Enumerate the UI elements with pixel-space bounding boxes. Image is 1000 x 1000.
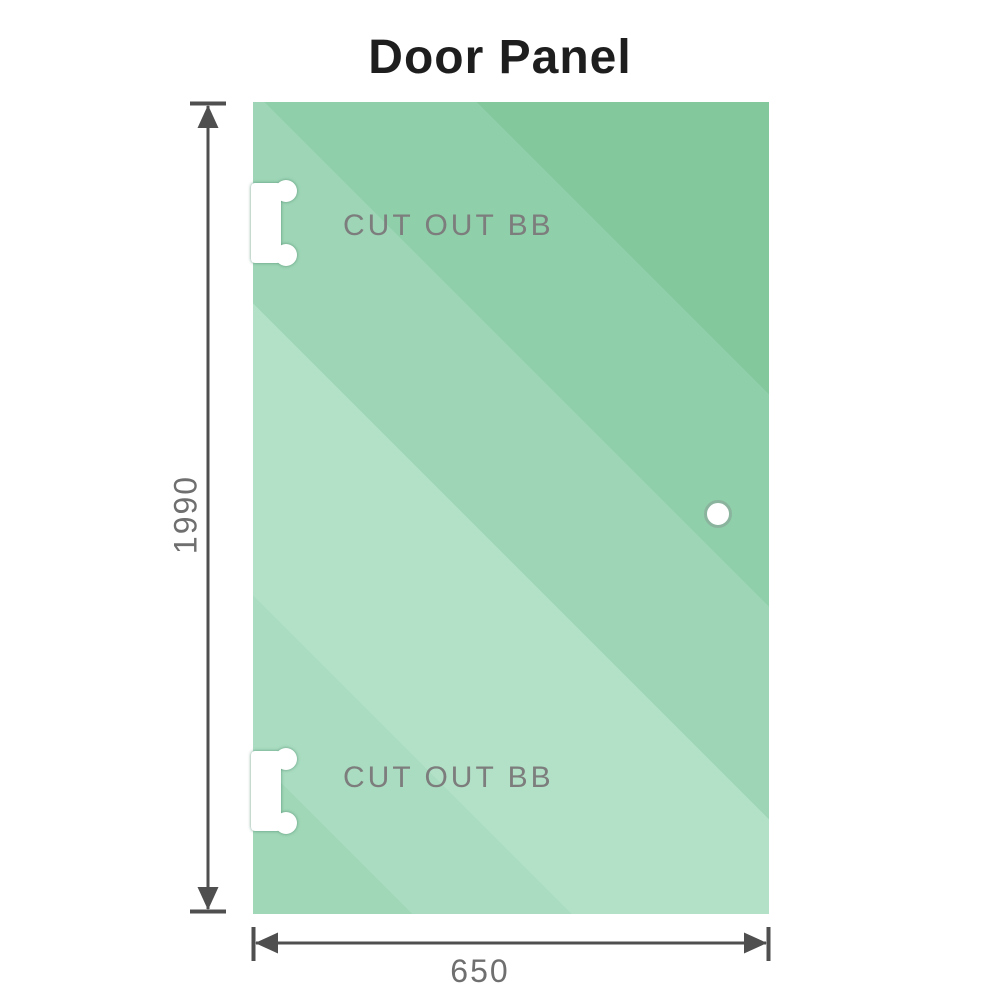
hinge-cutout-bottom — [251, 748, 297, 834]
hinge-cutout-top-notch — [251, 183, 281, 263]
hinge-cutout-bottom-lobe-upper — [275, 748, 297, 770]
page-title: Door Panel — [368, 31, 632, 84]
hinge-cutout-top-lobe-lower — [275, 244, 297, 266]
width-dim-arrowhead-left — [255, 932, 278, 954]
hinge-cutout-top — [251, 180, 297, 266]
height-dim-arrowhead-bottom — [197, 887, 219, 910]
hinge-cutout-bottom-notch — [251, 751, 281, 831]
height-dimension-value: 1990 — [167, 474, 204, 555]
height-dimension-arrow — [190, 101, 226, 914]
glass-panel — [253, 102, 769, 914]
cutout-label-bottom: CUT OUT BB — [343, 761, 554, 794]
hinge-cutout-top-lobe-upper — [275, 180, 297, 202]
handle-hole — [704, 500, 732, 528]
height-dim-arrowhead-top — [197, 105, 219, 128]
width-dimension-arrow — [251, 927, 771, 961]
cutout-label-top: CUT OUT BB — [343, 209, 554, 242]
width-dim-arrowhead-right — [744, 932, 767, 954]
hinge-cutout-bottom-lobe-lower — [275, 812, 297, 834]
width-dimension-value: 650 — [450, 953, 510, 989]
